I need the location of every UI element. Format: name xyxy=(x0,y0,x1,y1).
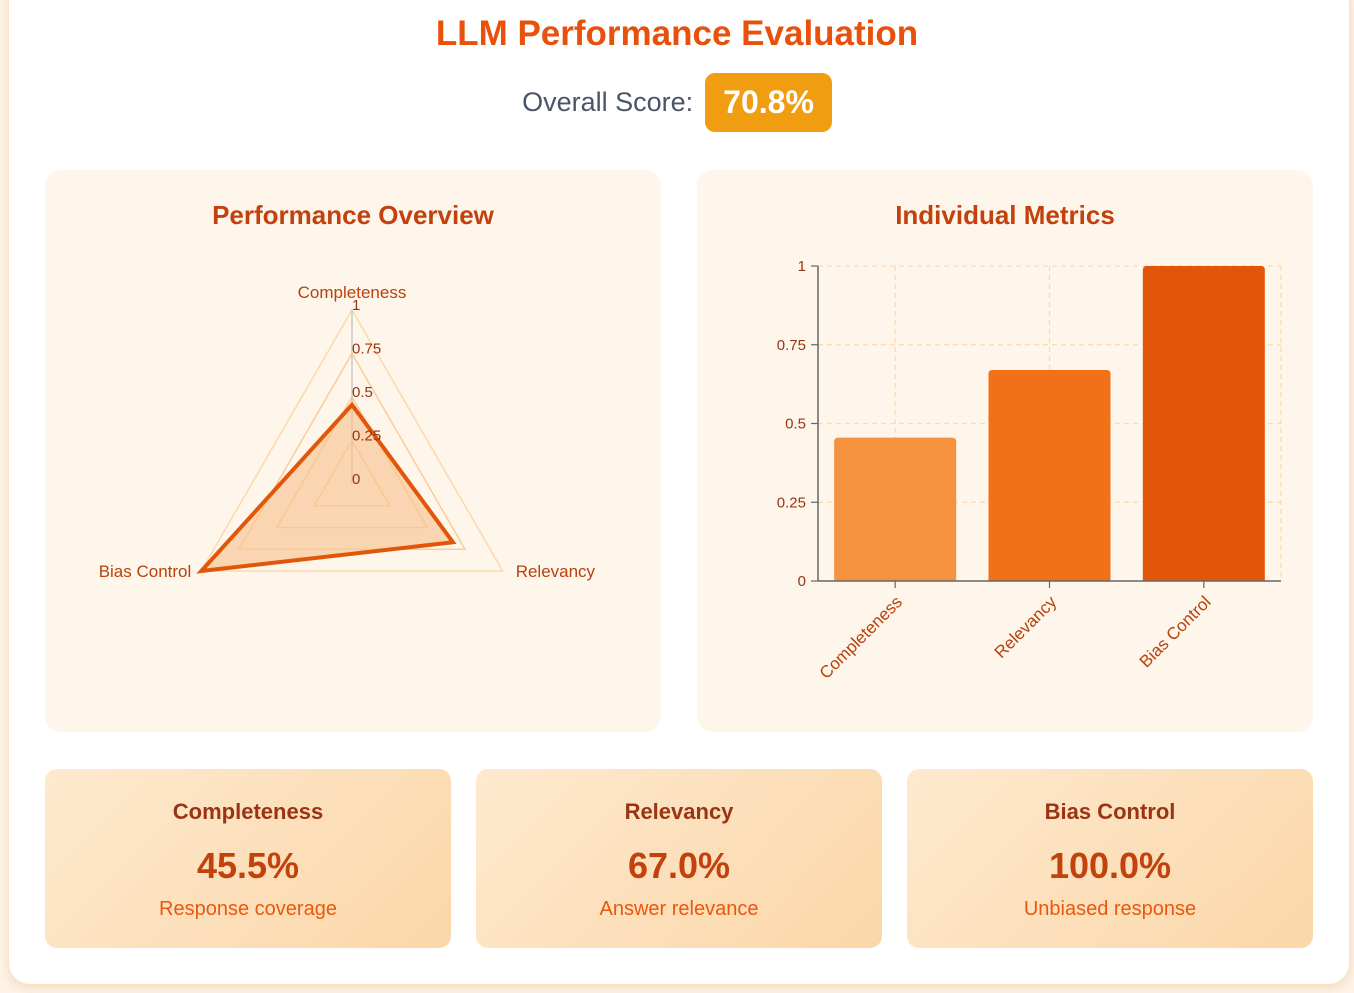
radar-tick-label: 0.25 xyxy=(352,428,381,445)
radar-grid-ring-overlay xyxy=(237,352,467,550)
radar-area xyxy=(201,404,453,571)
card-title: Completeness xyxy=(172,799,324,824)
radar-category-label: Relevancy xyxy=(516,562,596,581)
radar-grid-ring xyxy=(200,308,504,572)
card-desc: Response coverage xyxy=(159,898,337,920)
x-tick-label: Relevancy xyxy=(991,592,1061,662)
overall-score-label: Overall Score: xyxy=(522,87,694,117)
bar-bias-control xyxy=(1142,266,1265,581)
radar-category-label: Completeness xyxy=(298,283,407,302)
radar-panel: Performance Overview 0 0.25 0.5 0.75 1 Comple… xyxy=(45,170,661,732)
x-tick-label: Completeness xyxy=(816,592,906,682)
bar-completeness xyxy=(834,437,957,581)
radar-tick-label: 1 xyxy=(352,297,360,314)
card-title: Bias Control xyxy=(1044,799,1176,824)
metric-card-completeness: Completeness 45.5% Response coverage xyxy=(45,769,451,948)
radar-grid-ring-overlay xyxy=(275,395,429,529)
metric-card-relevancy: Relevancy 67.0% Answer relevance xyxy=(476,769,882,948)
page-title: LLM Performance Evaluation xyxy=(435,14,919,53)
radar-outline xyxy=(196,401,457,574)
metric-card-bias-control: Bias Control 100.0% Unbiased response xyxy=(907,769,1313,948)
bar-chart: 0 0.25 0.5 0.75 1 Completeness Relevancy Bias C… xyxy=(777,258,1282,683)
radar-tick-label: 0.75 xyxy=(352,341,381,358)
card-value: 100.0% xyxy=(1048,845,1172,886)
radar-tick-label: 0.5 xyxy=(352,384,373,401)
card-desc: Unbiased response xyxy=(1023,898,1197,920)
card-desc: Answer relevance xyxy=(599,898,759,920)
y-tick-label: 0.25 xyxy=(777,494,806,511)
radar-title: Performance Overview xyxy=(212,200,494,230)
x-tick-label: Bias Control xyxy=(1136,592,1215,671)
card-value: 67.0% xyxy=(627,845,731,886)
y-tick-label: 0.75 xyxy=(777,337,806,354)
card-value: 45.5% xyxy=(196,845,300,886)
bar-relevancy xyxy=(988,369,1111,581)
bar-panel: Individual Metrics 0 0.25 0.5 0.75 1 Complete… xyxy=(697,170,1313,732)
overall-score-badge: 70.8% xyxy=(705,73,832,132)
y-tick-label: 0.5 xyxy=(785,416,806,433)
radar-grid-ring-overlay xyxy=(313,439,391,507)
radar-tick-label: 0 xyxy=(352,471,360,488)
radar-category-label: Bias Control xyxy=(99,562,192,581)
bar-title: Individual Metrics xyxy=(895,200,1115,230)
y-tick-label: 0 xyxy=(798,573,806,590)
overall-score: Overall Score: 70.8% xyxy=(0,73,1354,132)
y-tick-label: 1 xyxy=(798,258,806,275)
card-title: Relevancy xyxy=(624,799,734,824)
